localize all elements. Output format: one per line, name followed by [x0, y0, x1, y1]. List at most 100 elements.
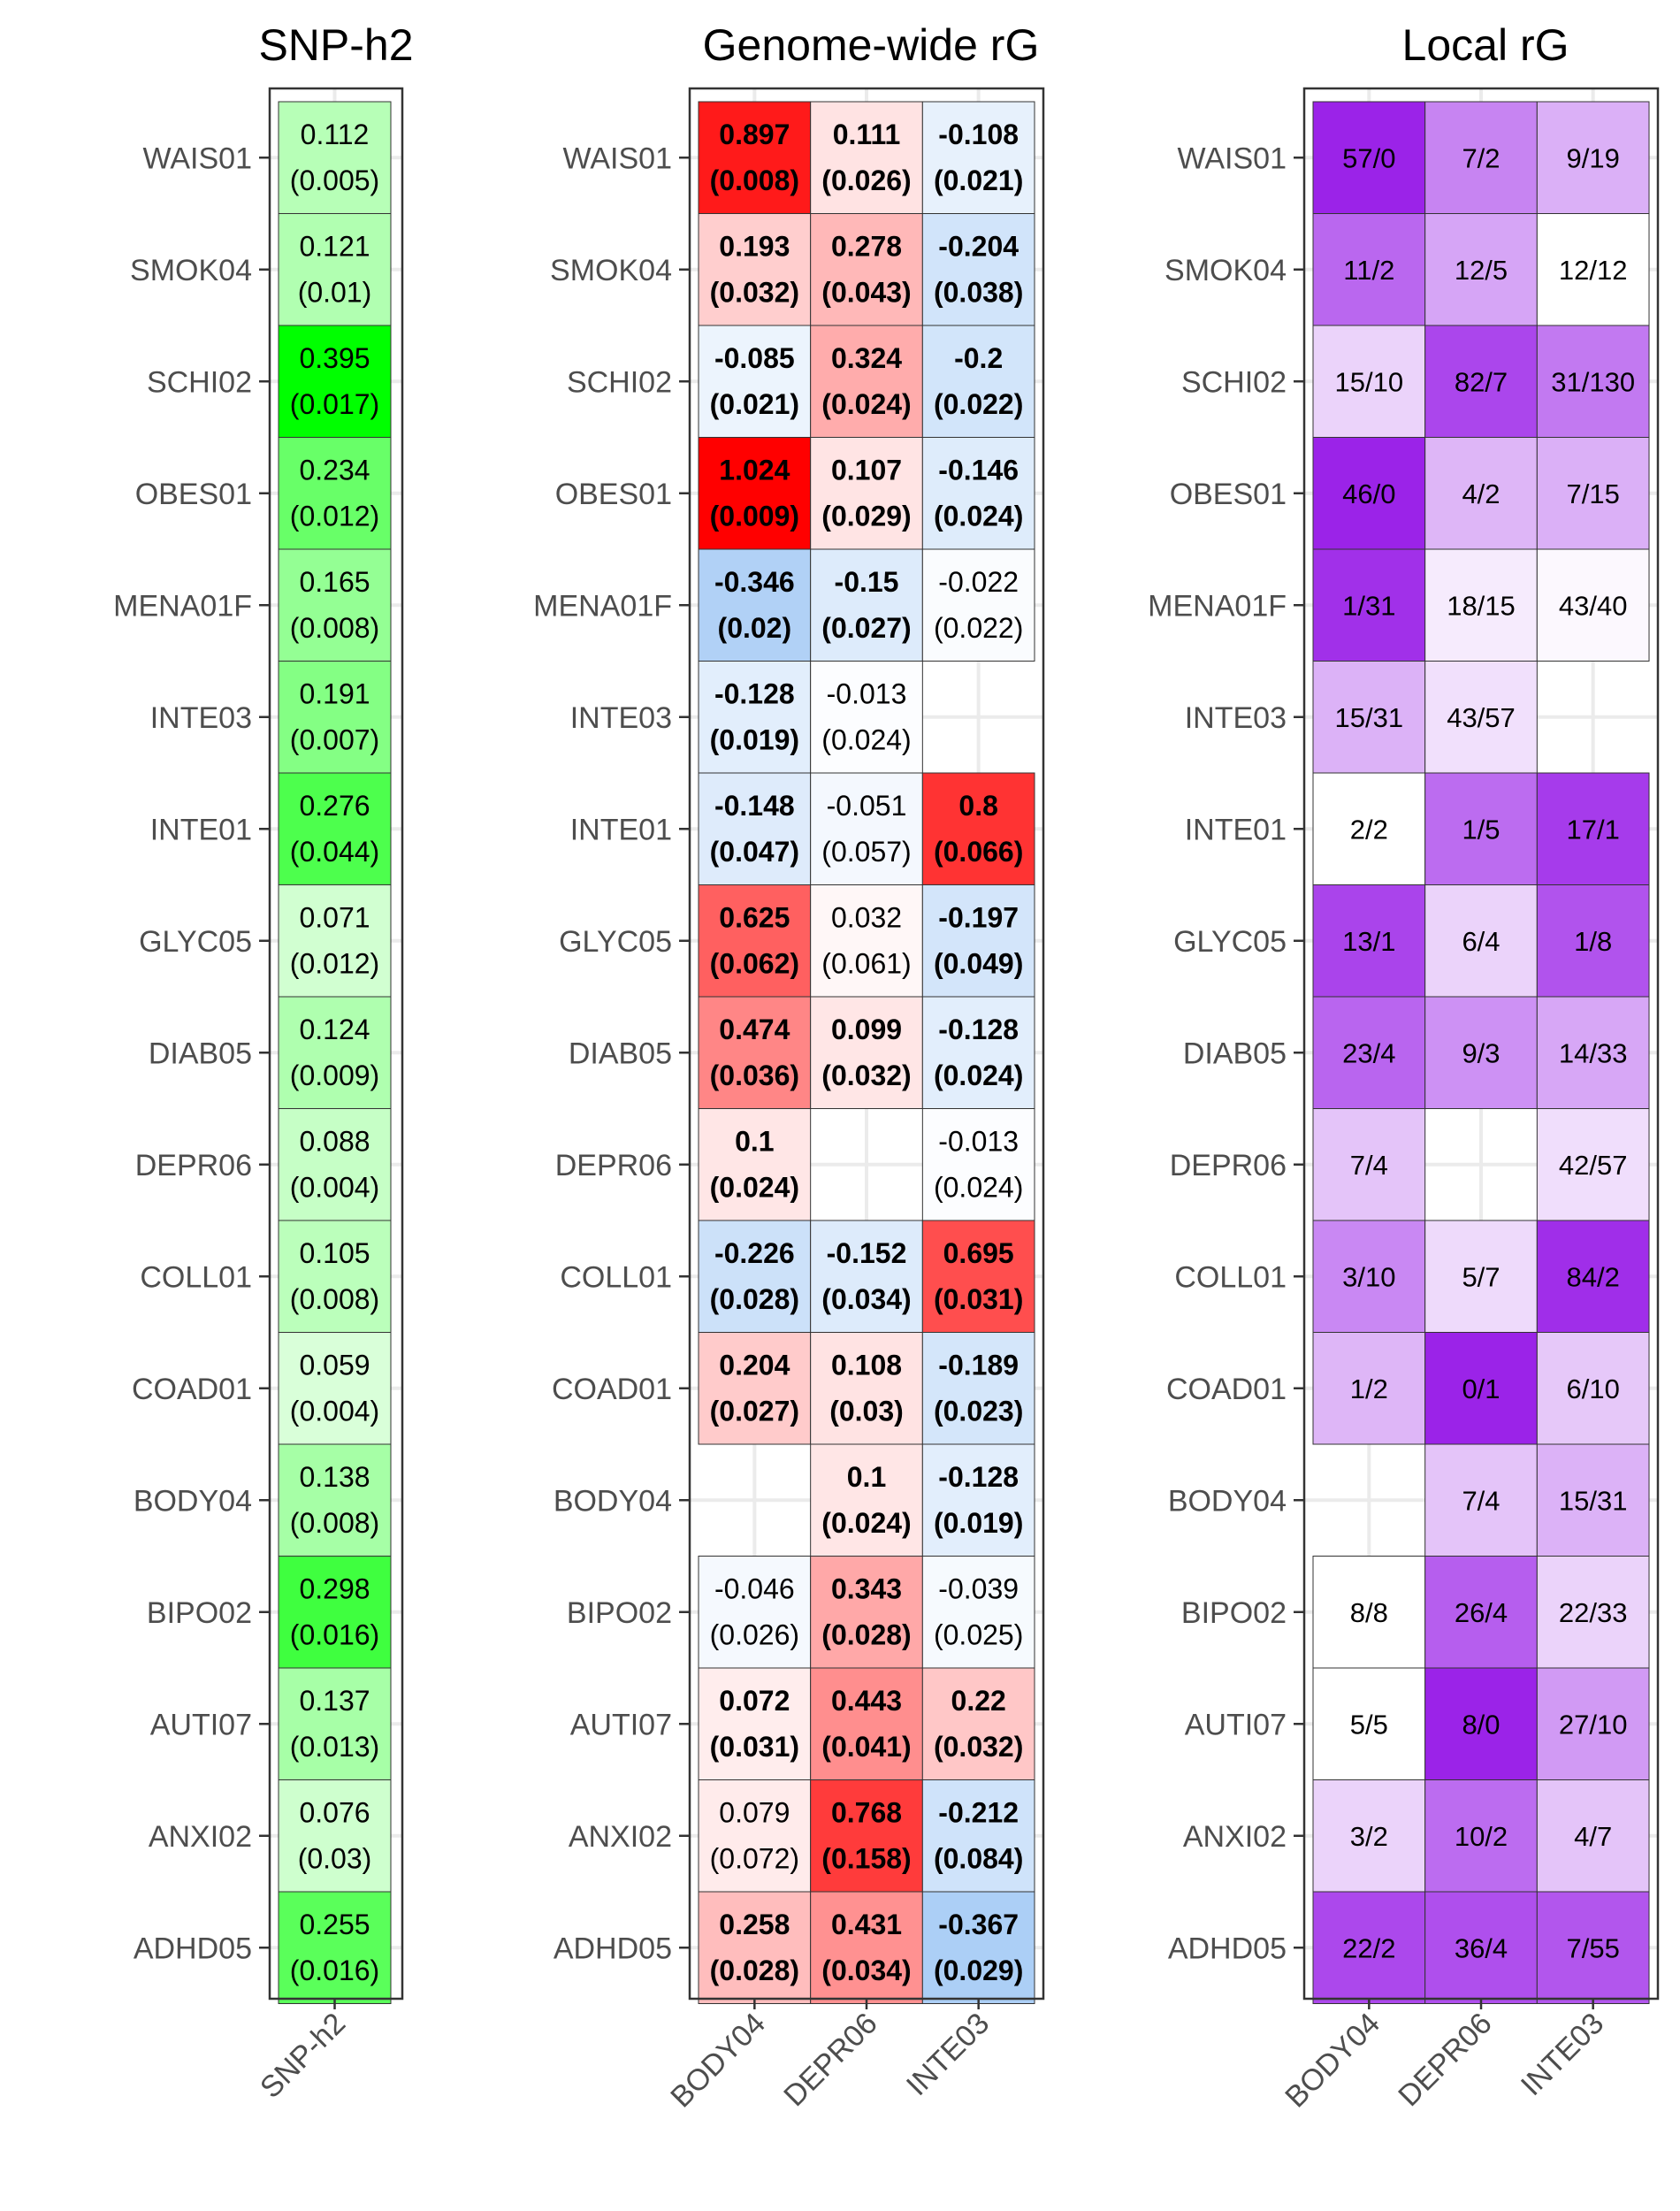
cell-label: 31/130 — [1551, 366, 1635, 397]
cell-se-label: (0.024) — [821, 1507, 911, 1539]
x-tick-label: SNP-h2 — [254, 2007, 352, 2105]
cell-se-label: (0.03) — [298, 1843, 372, 1875]
y-tick-label: MENA01F — [533, 589, 672, 623]
cell-se-label: (0.024) — [934, 1172, 1023, 1204]
y-tick-label: AUTI07 — [1185, 1708, 1287, 1741]
cell-value-label: 0.107 — [831, 455, 902, 486]
cell-value-label: -0.085 — [714, 342, 795, 374]
y-tick-label: BIPO02 — [567, 1596, 672, 1630]
y-tick-label: ADHD05 — [134, 1932, 252, 1965]
y-tick-label: AUTI07 — [570, 1708, 672, 1741]
heatmap-cell-glyc05-depr06 — [1424, 884, 1538, 998]
cell-value-label: -0.022 — [938, 566, 1019, 598]
panel-snp-h2: SNP-h2 0.112 (0.005) 0.121 (0.01) 0.395 (0.017… — [113, 20, 413, 2105]
heatmap-cell-auti07-depr06 — [1424, 1667, 1538, 1780]
cell-label: 43/57 — [1447, 702, 1516, 733]
y-tick-label: ADHD05 — [1168, 1932, 1287, 1965]
heatmap-cell-auti07-inte03 — [1536, 1667, 1650, 1780]
y-tick-label: GLYC05 — [139, 925, 252, 959]
y-tick-label: INTE03 — [150, 701, 252, 735]
heatmap-cell-coad01-depr06 — [1424, 1332, 1538, 1445]
heatmap-cell-coll01-inte03 — [921, 1220, 1035, 1333]
x-tick-label: INTE03 — [900, 2007, 996, 2102]
cell-se-label: (0.029) — [934, 1955, 1023, 1986]
cell-value-label: 0.343 — [831, 1573, 902, 1605]
heatmap-cell-diab05-body04 — [698, 996, 812, 1109]
heatmap-cell-body04-inte03 — [921, 1443, 1035, 1557]
cell-value-label: 0.443 — [831, 1685, 902, 1717]
cell-label: 6/10 — [1567, 1373, 1620, 1404]
cell-se-label: (0.041) — [821, 1731, 911, 1763]
cell-label: 2/2 — [1350, 814, 1388, 845]
heatmap-cell-schi02-body04 — [698, 325, 812, 438]
cell-se-label: (0.004) — [290, 1172, 379, 1204]
cell-label: 8/8 — [1350, 1597, 1388, 1628]
cell-se-label: (0.026) — [821, 164, 911, 196]
y-tick-label: DEPR06 — [135, 1149, 252, 1182]
y-tick-label: SMOK04 — [1165, 254, 1287, 287]
heatmap-cell-diab05-inte03 — [1536, 996, 1650, 1109]
cell-label: 13/1 — [1342, 926, 1395, 957]
cell-value-label: 0.625 — [719, 902, 790, 934]
y-tick-label: WAIS01 — [143, 142, 252, 175]
heatmap-cell-body04-depr06 — [1424, 1443, 1538, 1557]
heatmap-cell-bipo02-snp-h2 — [278, 1556, 392, 1669]
cell-se-label: (0.066) — [934, 836, 1023, 868]
cell-value-label: -0.108 — [938, 119, 1019, 150]
cell-value-label: 0.111 — [833, 119, 901, 150]
heatmap-cell-auti07-inte03 — [921, 1667, 1035, 1780]
heatmap-cell-body04-depr06 — [810, 1443, 923, 1557]
cell-value-label: 0.108 — [831, 1350, 902, 1381]
panel-border — [268, 87, 404, 2001]
cell-label: 1/2 — [1350, 1373, 1388, 1404]
y-tick-label: WAIS01 — [563, 142, 672, 175]
heatmap-cell-schi02-depr06 — [1424, 325, 1538, 438]
cell-label: 7/55 — [1567, 1932, 1620, 1963]
heatmap-cell-coll01-body04 — [1312, 1220, 1426, 1333]
y-tick-label: SMOK04 — [550, 254, 672, 287]
cell-se-label: (0.008) — [710, 164, 799, 196]
cell-value-label: -0.148 — [714, 790, 795, 822]
x-tick-label: BODY04 — [1279, 2007, 1386, 2115]
heatmap-cell-glyc05-inte03 — [921, 884, 1035, 998]
cell-label: 3/2 — [1350, 1821, 1388, 1852]
cell-value-label: 0.1 — [847, 1461, 886, 1493]
cell-se-label: (0.049) — [934, 948, 1023, 980]
cell-label: 9/19 — [1567, 142, 1620, 173]
panel-local-rg: Local rG 57/0 7/2 9/19 11/2 12/5 12/12 15/10 82/… — [1148, 20, 1660, 2115]
cell-se-label: (0.032) — [710, 277, 799, 309]
y-tick-label: OBES01 — [135, 478, 252, 511]
cell-label: 8/0 — [1462, 1709, 1500, 1740]
cell-label: 7/4 — [1350, 1150, 1388, 1181]
cell-value-label: 0.431 — [831, 1909, 902, 1940]
y-tick-label: BODY04 — [554, 1484, 672, 1518]
heatmap-cell-auti07-body04 — [1312, 1667, 1426, 1780]
heatmap-cell-body04-inte03 — [1536, 1443, 1650, 1557]
cell-value-label: -0.197 — [938, 902, 1019, 934]
cell-se-label: (0.016) — [290, 1619, 379, 1651]
heatmap-cell-inte01-inte03 — [921, 772, 1035, 885]
cell-se-label: (0.019) — [934, 1507, 1023, 1539]
cell-label: 18/15 — [1447, 590, 1516, 621]
cell-label: 82/7 — [1455, 366, 1508, 397]
cell-value-label: 1.024 — [719, 455, 790, 486]
cell-label: 3/10 — [1342, 1261, 1395, 1292]
cell-label: 7/15 — [1567, 478, 1620, 509]
y-tick-label: COAD01 — [1166, 1373, 1287, 1406]
cell-value-label: 0.255 — [299, 1909, 370, 1940]
cell-value-label: 0.191 — [299, 678, 370, 710]
y-tick-label: INTE01 — [570, 813, 672, 846]
cell-se-label: (0.004) — [290, 1396, 379, 1427]
cell-label: 57/0 — [1342, 142, 1395, 173]
x-tick-label: DEPR06 — [777, 2007, 883, 2113]
heatmap-cell-adhd05-inte03 — [921, 1891, 1035, 2004]
cell-value-label: 0.204 — [719, 1350, 790, 1381]
cell-se-label: (0.062) — [710, 948, 799, 980]
heatmap-cell-smok04-snp-h2 — [278, 213, 392, 326]
y-tick-label: INTE03 — [1185, 701, 1287, 735]
cell-se-label: (0.007) — [290, 724, 379, 756]
y-tick-label: OBES01 — [555, 478, 672, 511]
cell-se-label: (0.061) — [821, 948, 911, 980]
cell-se-label: (0.072) — [710, 1843, 799, 1875]
